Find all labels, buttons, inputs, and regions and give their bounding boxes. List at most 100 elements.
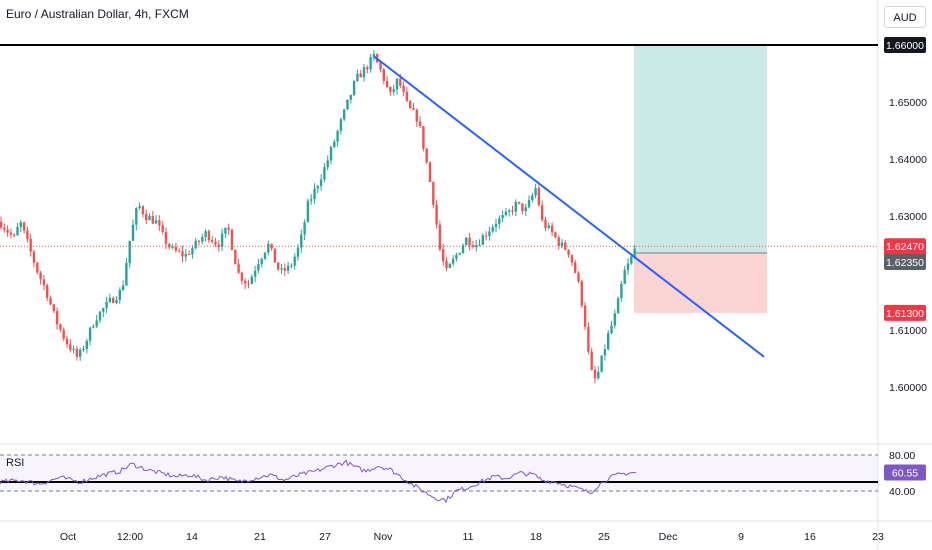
candle-body: [286, 265, 290, 271]
entry-price-tag-bg: [884, 254, 926, 271]
candle-body: [296, 247, 300, 257]
candle-body: [567, 249, 570, 256]
candle-body: [16, 226, 19, 236]
candle-body: [352, 80, 356, 95]
candle-body: [121, 285, 125, 290]
candle-body: [445, 261, 448, 268]
candle-body: [131, 224, 135, 241]
candle-body: [633, 248, 636, 257]
candle-body: [303, 222, 306, 235]
candle-body: [498, 218, 501, 224]
candle-body: [197, 240, 201, 242]
price-axis[interactable]: 1.65000 1.64000 1.63000 1.61000 1.60000 1.660…: [884, 37, 927, 394]
candle-body: [630, 256, 633, 264]
x-tick-label: 21: [254, 531, 266, 543]
candle-body: [570, 255, 574, 263]
candle-body: [432, 181, 435, 205]
candle-body: [158, 220, 161, 226]
candle-body: [145, 214, 148, 221]
candle-body: [204, 231, 207, 238]
candle-body: [72, 348, 75, 350]
candle-body: [613, 313, 616, 326]
candle-body: [442, 249, 445, 262]
x-tick-label: 16: [804, 531, 816, 543]
candle-body: [164, 231, 168, 244]
candle-body: [343, 109, 346, 120]
candle-body: [508, 210, 511, 212]
candle-body: [240, 272, 244, 281]
candle-body: [22, 222, 26, 231]
candle-body: [32, 251, 36, 263]
time-axis[interactable]: Oct 12:00 14 21 27 Nov 11 18 25 Dec 9 16 23: [60, 531, 884, 543]
candle-body: [346, 99, 349, 110]
candle-body: [270, 243, 273, 249]
candle-body: [293, 256, 296, 266]
candle-body: [521, 203, 524, 212]
candle-body: [478, 244, 481, 246]
candle-body: [511, 210, 514, 212]
candle-body: [277, 262, 280, 270]
candle-body: [418, 121, 422, 127]
candle-body: [550, 225, 554, 233]
trendline[interactable]: [373, 55, 765, 358]
candle-body: [283, 268, 286, 271]
candle-body: [273, 248, 277, 263]
x-tick-label: 27: [319, 531, 331, 543]
candle-body: [517, 201, 521, 204]
candle-body: [102, 308, 105, 312]
candle-body: [214, 241, 217, 245]
rsi-value-tag: 60.55: [892, 468, 918, 480]
last-price-tag: 1.62470: [886, 241, 924, 253]
candle-body: [6, 229, 9, 233]
candle-body: [244, 280, 247, 284]
candle-body: [333, 141, 336, 148]
candle-body: [323, 167, 326, 180]
candle-body: [356, 73, 359, 81]
candle-body: [481, 235, 484, 245]
candlestick-series: [0, 50, 636, 384]
candle-body: [161, 225, 164, 232]
candle-body: [0, 221, 3, 228]
candle-body: [603, 349, 607, 356]
candle-body: [42, 279, 46, 286]
rsi-indicator-label[interactable]: RSI: [6, 457, 25, 469]
currency-button[interactable]: AUD: [884, 6, 926, 28]
stop-zone[interactable]: [634, 253, 767, 313]
candle-body: [95, 320, 98, 327]
candle-body: [475, 245, 478, 247]
candle-body: [455, 254, 458, 259]
candle-body: [253, 270, 257, 277]
candle-body: [428, 162, 432, 182]
candle-body: [227, 227, 230, 230]
candle-body: [141, 206, 145, 215]
candle-body: [19, 222, 22, 227]
candle-body: [600, 355, 603, 372]
candle-body: [3, 227, 6, 230]
candle-body: [537, 188, 541, 206]
candle-body: [36, 262, 39, 273]
candle-body: [319, 179, 323, 187]
entry-price-tag: 1.62350: [886, 257, 924, 269]
x-tick-label: Dec: [659, 531, 678, 543]
rsi-pane[interactable]: 80.00 40.00 60.55: [0, 450, 926, 504]
y-tick-label: 1.60000: [889, 382, 927, 394]
candle-body: [458, 253, 461, 255]
candle-body: [448, 263, 451, 268]
candle-body: [13, 234, 16, 236]
candle-body: [148, 216, 151, 221]
candle-body: [405, 91, 409, 101]
candle-body: [207, 231, 211, 241]
target-zone[interactable]: [634, 45, 767, 254]
candle-body: [118, 289, 121, 300]
candle-body: [504, 211, 508, 216]
position-zones[interactable]: [634, 45, 767, 313]
candle-body: [336, 130, 339, 142]
candle-body: [52, 304, 55, 312]
candle-body: [412, 108, 415, 110]
candle-body: [88, 327, 92, 341]
x-tick-label: 11: [463, 531, 474, 543]
x-tick-label: Nov: [374, 531, 393, 543]
price-overlays[interactable]: [0, 44, 878, 358]
candle-body: [178, 250, 181, 252]
